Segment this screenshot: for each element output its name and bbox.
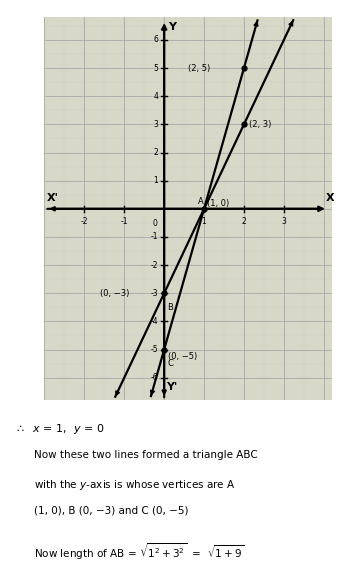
Text: 2: 2 [154, 148, 158, 157]
Text: Now these two lines formed a triangle ABC: Now these two lines formed a triangle AB… [34, 450, 258, 459]
Text: 4: 4 [153, 92, 158, 101]
Text: -3: -3 [150, 289, 158, 298]
Text: 6: 6 [153, 35, 158, 45]
Text: (1, 0): (1, 0) [207, 200, 229, 208]
Text: -5: -5 [150, 345, 158, 354]
Text: Y: Y [168, 21, 176, 32]
Text: A: A [198, 197, 204, 206]
Text: -4: -4 [150, 317, 158, 326]
Text: B: B [167, 303, 173, 312]
Text: -6: -6 [150, 373, 158, 382]
Text: 1: 1 [154, 176, 158, 185]
Text: 2: 2 [241, 218, 246, 226]
Text: -1: -1 [151, 233, 158, 241]
Text: (2, 5): (2, 5) [188, 64, 210, 72]
Text: Now length of AB = $\sqrt{1^2+3^2}$  =  $\sqrt{1+9}$: Now length of AB = $\sqrt{1^2+3^2}$ = $\… [34, 542, 244, 562]
Text: -2: -2 [151, 260, 158, 270]
Text: (0, −5): (0, −5) [168, 352, 197, 361]
Text: (0, −3): (0, −3) [100, 289, 130, 298]
Text: 5: 5 [153, 64, 158, 72]
Text: Y': Y' [167, 382, 178, 392]
Text: 1: 1 [202, 218, 207, 226]
Text: -2: -2 [81, 218, 88, 226]
Text: X: X [326, 193, 334, 202]
Text: (1, 0), B (0, −3) and C (0, −5): (1, 0), B (0, −3) and C (0, −5) [34, 505, 189, 516]
Text: X': X' [47, 193, 58, 202]
Text: $\therefore$  $x$ = 1,  $y$ = 0: $\therefore$ $x$ = 1, $y$ = 0 [14, 422, 104, 436]
Text: C: C [167, 360, 173, 368]
Text: with the $y$-axis is whose vertices are A: with the $y$-axis is whose vertices are … [34, 477, 236, 491]
Text: 0: 0 [152, 219, 157, 228]
Text: 3: 3 [153, 120, 158, 129]
Text: -1: -1 [120, 218, 128, 226]
Text: (2, 3): (2, 3) [249, 120, 271, 129]
Text: 3: 3 [281, 218, 286, 226]
